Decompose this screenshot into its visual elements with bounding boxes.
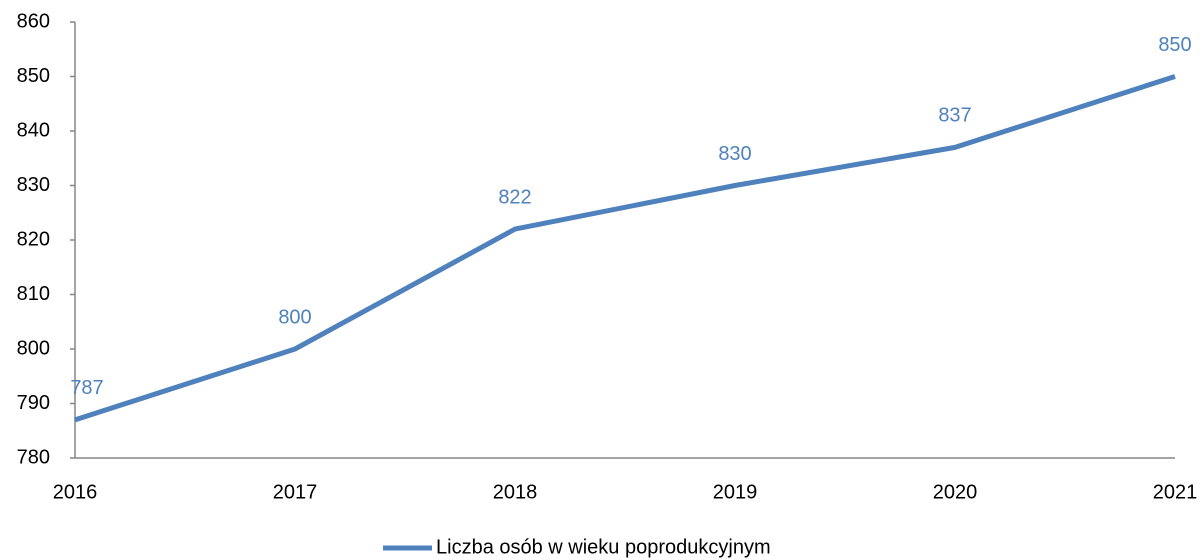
data-label: 800 <box>278 306 311 328</box>
y-tick-label: 830 <box>17 174 50 196</box>
data-label: 787 <box>70 377 103 399</box>
data-label: 837 <box>938 105 971 127</box>
y-tick-label: 850 <box>17 65 50 87</box>
y-tick-label: 800 <box>17 337 50 359</box>
data-label: 830 <box>718 143 751 165</box>
series-line <box>74 74 1176 423</box>
data-label: 850 <box>1158 34 1191 56</box>
y-tick-label: 790 <box>17 392 50 414</box>
x-tick-label: 2020 <box>933 481 978 503</box>
y-tick-label: 820 <box>17 228 50 250</box>
x-tick-label: 2016 <box>53 481 98 503</box>
y-tick-label: 860 <box>17 10 50 32</box>
x-tick-label: 2021 <box>1153 481 1198 503</box>
x-tick-label: 2019 <box>713 481 758 503</box>
y-tick-label: 840 <box>17 119 50 141</box>
y-tick-label: 780 <box>17 446 50 468</box>
y-tick-label: 810 <box>17 283 50 305</box>
legend-label: Liczba osób w wieku poprodukcyjnym <box>436 536 771 558</box>
x-tick-label: 2017 <box>273 481 318 503</box>
data-label: 822 <box>498 186 531 208</box>
x-tick-label: 2018 <box>493 481 538 503</box>
